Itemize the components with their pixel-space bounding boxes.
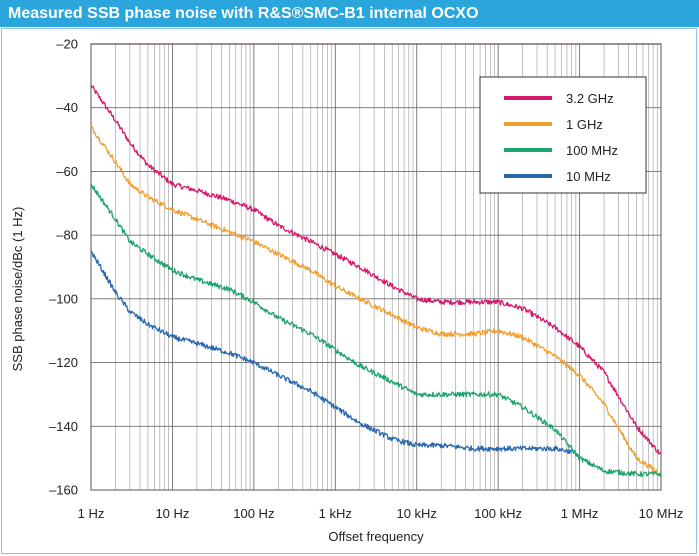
series-line (90, 125, 662, 477)
legend-label: 100 MHz (566, 143, 618, 158)
x-tick-label: 100 kHz (474, 506, 522, 521)
y-tick-label: –20 (56, 37, 78, 52)
chart-title: Measured SSB phase noise with R&S®SMC-B1… (0, 0, 699, 27)
y-tick-label: –120 (49, 355, 78, 370)
x-tick-label: 1 Hz (78, 506, 105, 521)
y-tick-label: –100 (49, 291, 78, 306)
y-tick-label: –80 (56, 228, 78, 243)
legend-label: 1 GHz (566, 117, 603, 132)
x-tick-label: 10 MHz (639, 506, 684, 521)
x-tick-label: 100 Hz (233, 506, 274, 521)
series-line (90, 84, 662, 455)
legend-label: 3.2 GHz (566, 91, 614, 106)
plot-border (90, 43, 662, 491)
y-axis-title: SSB phase noise/dBc (1 Hz) (10, 207, 25, 372)
legend-layer: 3.2 GHz 1 GHz 100 MHz 10 MHz (479, 76, 647, 194)
legend-label: 10 MHz (566, 169, 611, 184)
x-tick-label: 1 MHz (561, 506, 599, 521)
series-layer (90, 84, 662, 478)
y-tick-label: –140 (49, 419, 78, 434)
y-tick-label: –40 (56, 100, 78, 115)
y-tick-label: –160 (49, 483, 78, 498)
y-tick-label: –60 (56, 164, 78, 179)
x-tick-label: 10 Hz (155, 506, 189, 521)
grid-layer (90, 43, 662, 491)
chart-frame (1, 28, 697, 554)
x-axis-title: Offset frequency (328, 529, 424, 544)
x-tick-label: 1 kHz (319, 506, 352, 521)
series-line (90, 250, 573, 455)
series-line (90, 182, 662, 478)
x-tick-label: 10 kHz (396, 506, 436, 521)
